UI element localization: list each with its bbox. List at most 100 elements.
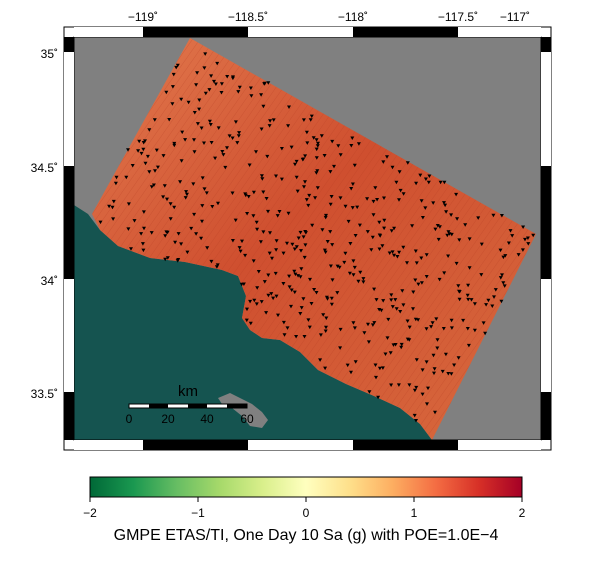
station-marker — [143, 161, 148, 166]
colorbar-tick-label: 2 — [519, 506, 526, 520]
station-marker — [180, 130, 185, 135]
station-marker — [330, 139, 335, 144]
station-marker — [349, 144, 354, 148]
station-marker — [449, 232, 454, 237]
station-marker — [152, 118, 157, 122]
station-marker — [308, 277, 312, 282]
station-marker — [416, 282, 421, 287]
lon-tick-label: −119˚ — [128, 10, 158, 24]
station-marker — [446, 254, 451, 258]
station-marker — [98, 220, 103, 225]
station-marker — [329, 195, 334, 199]
station-marker — [385, 336, 390, 340]
station-marker — [290, 242, 295, 247]
station-marker — [351, 321, 356, 325]
station-marker — [268, 119, 273, 123]
station-marker — [273, 271, 278, 276]
station-marker — [465, 327, 470, 331]
station-marker — [312, 288, 317, 292]
station-marker — [336, 144, 341, 148]
station-marker — [432, 367, 437, 371]
station-marker — [381, 299, 386, 303]
station-marker — [225, 75, 230, 79]
station-marker — [172, 143, 177, 148]
station-marker — [398, 310, 403, 314]
station-marker — [173, 240, 178, 245]
station-marker — [523, 237, 527, 242]
station-marker — [197, 98, 202, 102]
station-marker — [418, 173, 423, 178]
station-marker — [393, 298, 398, 302]
station-marker — [481, 321, 486, 325]
station-marker — [223, 165, 228, 170]
station-marker — [374, 298, 379, 302]
station-marker — [429, 325, 434, 329]
station-marker — [430, 321, 435, 325]
station-marker — [416, 318, 421, 322]
station-marker — [124, 175, 129, 180]
station-marker — [266, 81, 271, 85]
station-marker — [165, 256, 170, 260]
station-marker — [329, 302, 334, 307]
station-marker — [276, 313, 280, 318]
station-marker — [107, 204, 112, 209]
station-marker — [298, 275, 303, 279]
station-marker — [399, 345, 404, 350]
station-marker — [246, 195, 251, 199]
station-marker — [240, 239, 244, 244]
station-marker — [437, 277, 442, 282]
station-marker — [256, 270, 261, 274]
station-marker — [426, 180, 431, 185]
station-marker — [438, 180, 443, 185]
station-marker — [307, 325, 312, 330]
station-marker — [449, 326, 454, 330]
station-marker — [457, 290, 462, 294]
station-marker — [302, 255, 307, 260]
station-marker — [202, 187, 207, 191]
station-marker — [230, 239, 235, 243]
station-marker — [303, 154, 308, 158]
station-marker — [392, 253, 397, 258]
station-marker — [243, 192, 248, 196]
station-marker — [466, 297, 471, 302]
station-marker — [472, 328, 477, 333]
station-marker — [293, 162, 297, 167]
station-marker — [254, 150, 258, 154]
station-marker — [236, 90, 241, 94]
lat-tick-label: 34˚ — [41, 274, 58, 288]
station-marker — [506, 241, 511, 245]
station-marker — [350, 136, 355, 140]
map-area — [74, 37, 541, 440]
station-marker — [172, 141, 177, 146]
frame-bar-segment — [353, 440, 458, 450]
station-marker — [175, 63, 180, 68]
station-marker — [303, 231, 308, 235]
station-marker — [424, 360, 429, 364]
station-marker — [396, 383, 401, 387]
station-marker — [294, 159, 299, 164]
station-marker — [149, 231, 154, 235]
station-marker — [361, 277, 366, 281]
station-marker — [358, 270, 363, 275]
station-marker — [168, 202, 173, 206]
station-marker — [394, 307, 399, 311]
station-marker — [466, 283, 471, 288]
station-marker — [168, 217, 173, 221]
station-marker — [401, 192, 406, 196]
station-marker — [414, 385, 419, 390]
frame-bar-segment — [74, 440, 143, 450]
station-marker — [348, 242, 353, 246]
lat-tick-label: 33.5˚ — [31, 387, 58, 401]
lon-tick-label: −117.5˚ — [438, 10, 478, 24]
station-marker — [207, 88, 212, 92]
station-marker — [172, 205, 177, 210]
station-marker — [492, 295, 496, 299]
station-marker — [309, 114, 314, 119]
station-marker — [452, 363, 457, 367]
station-marker — [268, 231, 272, 235]
station-marker — [314, 147, 319, 152]
station-marker — [314, 291, 319, 295]
station-marker — [237, 131, 242, 135]
station-marker — [365, 230, 370, 234]
station-marker — [237, 85, 242, 90]
